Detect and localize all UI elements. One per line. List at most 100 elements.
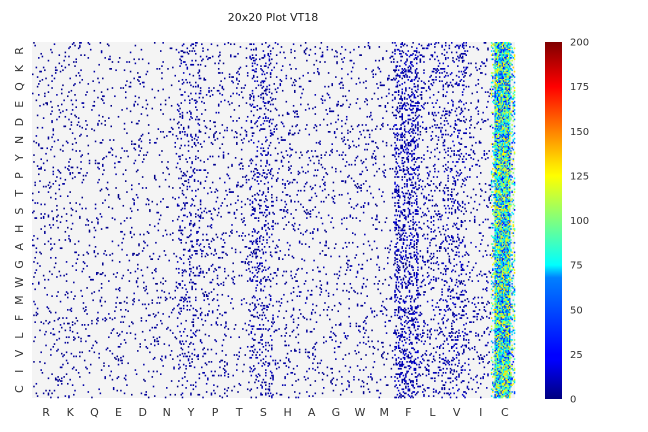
heatmap-cell <box>255 356 257 359</box>
heatmap-cell <box>278 310 280 313</box>
heatmap-cell <box>58 270 61 273</box>
heatmap-cell <box>35 66 38 69</box>
heatmap-cell <box>251 255 254 258</box>
heatmap-cell <box>289 181 291 184</box>
heatmap-cell <box>382 191 384 193</box>
heatmap-cell <box>118 289 121 292</box>
heatmap-cell <box>182 128 185 130</box>
heatmap-cell <box>181 44 184 47</box>
heatmap-cell <box>117 244 120 247</box>
heatmap-cell <box>411 125 413 128</box>
heatmap-cell <box>121 330 123 333</box>
heatmap-cell <box>60 377 63 380</box>
heatmap-cell <box>260 152 262 155</box>
heatmap-cell <box>412 322 414 325</box>
heatmap-cell <box>195 155 197 158</box>
heatmap-cell <box>74 65 76 67</box>
heatmap-cell <box>274 362 277 365</box>
heatmap-cell <box>62 150 64 152</box>
heatmap-cell <box>387 77 389 80</box>
heatmap-cell <box>188 255 191 258</box>
heatmap-cell <box>73 355 75 358</box>
heatmap-cell <box>289 155 291 158</box>
heatmap-cell <box>401 88 404 91</box>
heatmap-cell <box>391 55 394 58</box>
heatmap-cell <box>205 295 208 297</box>
heatmap-cell <box>271 58 273 61</box>
heatmap-cell <box>38 191 40 193</box>
heatmap-cell <box>256 176 259 178</box>
heatmap-cell <box>405 319 407 322</box>
heatmap-cell <box>380 124 383 126</box>
heatmap-cell <box>395 185 397 188</box>
heatmap-cell <box>248 233 250 236</box>
heatmap-cell <box>406 98 408 100</box>
heatmap-cell <box>324 254 326 256</box>
heatmap-cell <box>372 224 375 226</box>
heatmap-cell <box>312 354 314 356</box>
heatmap-cell <box>162 282 164 285</box>
heatmap-cell <box>47 84 50 87</box>
heatmap-cell <box>255 251 257 254</box>
heatmap-cell <box>413 254 416 256</box>
heatmap-cell <box>250 121 253 124</box>
heatmap-cell <box>207 314 209 317</box>
heatmap-cell <box>397 155 400 158</box>
heatmap-cell <box>172 220 174 222</box>
heatmap-cell <box>306 318 308 321</box>
heatmap-cell <box>331 196 333 199</box>
heatmap-cell <box>208 269 210 271</box>
heatmap-cell <box>400 328 402 330</box>
heatmap-cell <box>417 293 419 296</box>
heatmap-cell <box>316 169 319 172</box>
heatmap-cell <box>409 178 412 181</box>
heatmap-cell <box>252 351 255 354</box>
heatmap-cell <box>160 200 162 203</box>
heatmap-cell <box>284 376 286 378</box>
heatmap-cell <box>267 191 269 193</box>
heatmap-cell <box>269 370 272 373</box>
heatmap-cell <box>100 228 103 230</box>
heatmap-cell <box>408 141 411 144</box>
heatmap-cell <box>262 85 265 88</box>
heatmap-cell <box>57 318 59 321</box>
heatmap-cell <box>285 210 288 213</box>
heatmap-cell <box>374 59 377 62</box>
heatmap-cell <box>251 235 254 237</box>
heatmap-cell <box>81 324 84 326</box>
heatmap-cell <box>405 250 407 252</box>
heatmap-cell <box>298 309 301 311</box>
heatmap-cell <box>268 395 271 397</box>
heatmap-cell <box>403 133 406 136</box>
heatmap-cell <box>65 109 68 111</box>
heatmap-cell <box>407 280 410 282</box>
heatmap-cell <box>284 187 286 189</box>
heatmap-cell <box>394 96 396 99</box>
heatmap-cell <box>103 365 105 367</box>
heatmap-cell <box>365 180 367 182</box>
heatmap-cell <box>414 57 417 59</box>
heatmap-cell <box>394 262 396 265</box>
heatmap-cell <box>297 396 300 399</box>
heatmap-cell <box>403 225 406 228</box>
heatmap-cell <box>367 42 370 44</box>
heatmap-cell <box>333 273 336 276</box>
heatmap-cell <box>406 259 408 262</box>
heatmap-cell <box>210 217 213 219</box>
heatmap-cell <box>417 333 419 336</box>
heatmap-cell <box>412 42 414 44</box>
heatmap-cell <box>260 289 262 292</box>
heatmap-cell <box>137 350 139 352</box>
heatmap-cell <box>272 133 274 136</box>
heatmap-cell <box>283 228 285 230</box>
heatmap-cell <box>199 243 202 245</box>
heatmap-cell <box>139 76 141 78</box>
heatmap-cell <box>118 345 121 348</box>
heatmap-cell <box>58 170 61 173</box>
heatmap-cell <box>160 103 162 106</box>
heatmap-cell <box>301 267 303 270</box>
heatmap-cell <box>54 256 57 259</box>
heatmap-cell <box>389 344 391 347</box>
heatmap-cell <box>417 262 419 265</box>
heatmap-cell <box>411 246 413 248</box>
